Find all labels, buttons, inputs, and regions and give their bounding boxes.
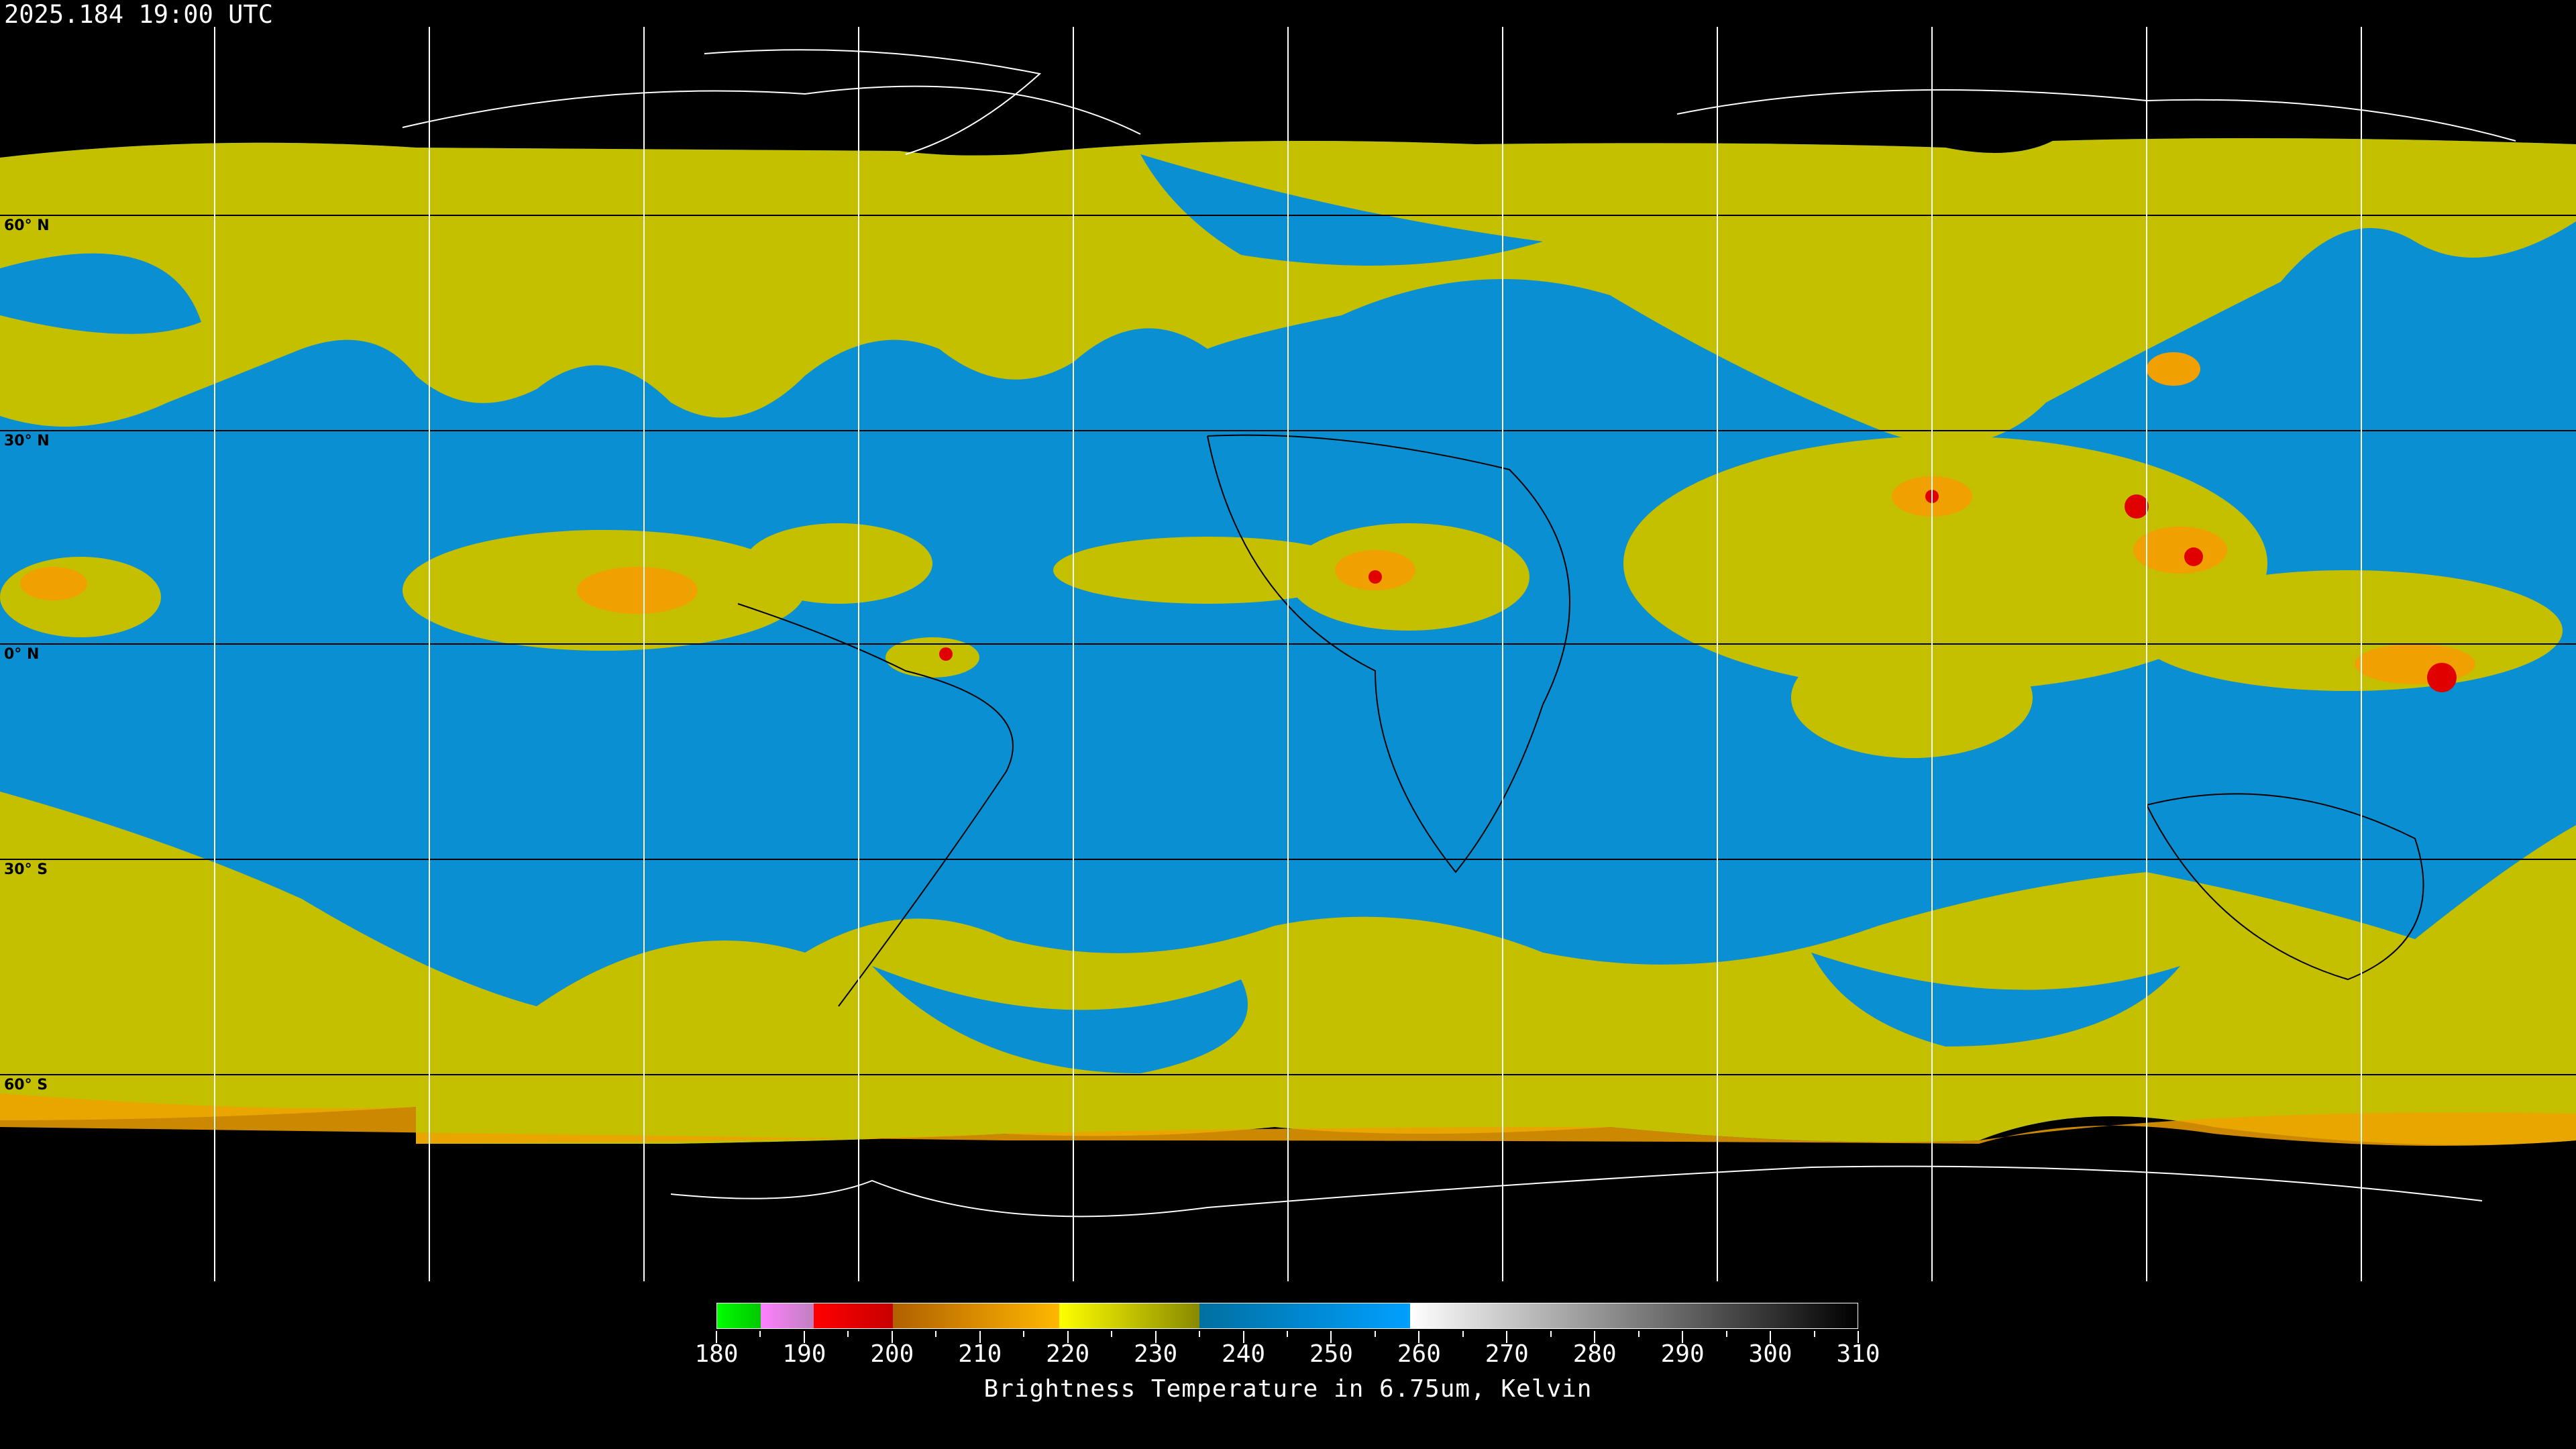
colorbar-tick: [1111, 1331, 1113, 1337]
deep-convection-cores: [939, 490, 2457, 692]
colorbar-tick: [1287, 1331, 1288, 1337]
colorbar-tick: [1242, 1331, 1244, 1343]
colorbar-tick-label: 220: [1046, 1340, 1090, 1368]
meridians: [214, 27, 2362, 1281]
colorbar-tick-label: 210: [958, 1340, 1002, 1368]
lat-label-60s: 60° S: [4, 1077, 48, 1093]
colorbar-tick-label: 200: [870, 1340, 914, 1368]
colorbar-tick: [716, 1331, 717, 1343]
dry-slot-south-2: [1811, 953, 2180, 1046]
colorbar-tick-label: 270: [1485, 1340, 1529, 1368]
dry-slot-south: [872, 966, 1248, 1073]
water-vapor-map: [0, 27, 2576, 1281]
colorbar-tick: [1638, 1331, 1640, 1337]
colorbar-tick: [803, 1331, 805, 1343]
colorbar-tick: [1594, 1331, 1596, 1343]
colorbar-tick: [891, 1331, 893, 1343]
colorbar-segment: [761, 1303, 814, 1328]
colorbar-tick: [1813, 1331, 1815, 1337]
colorbar-segment: [1410, 1303, 1858, 1328]
colorbar-tick-label: 180: [694, 1340, 739, 1368]
colorbar-tick-label: 260: [1397, 1340, 1441, 1368]
colorbar-tick: [1462, 1331, 1464, 1337]
colorbar-tick: [1418, 1331, 1420, 1343]
colorbar-tick: [935, 1331, 937, 1337]
colorbar-tick-label: 230: [1134, 1340, 1178, 1368]
colorbar-tick-label: 280: [1572, 1340, 1617, 1368]
colorbar-tick-label: 190: [782, 1340, 826, 1368]
colorbar-tick: [1155, 1331, 1157, 1343]
colorbar-tick: [759, 1331, 761, 1337]
colorbar-tick: [1330, 1331, 1332, 1343]
colorbar-tick-label: 310: [1836, 1340, 1880, 1368]
colorbar-tick: [1725, 1331, 1727, 1337]
colorbar-tick-label: 300: [1748, 1340, 1792, 1368]
cold-cloud-tops: [20, 352, 2475, 684]
coastlines: [402, 49, 2516, 1218]
colorbar-segment: [813, 1303, 893, 1328]
colorbar-label: Brightness Temperature in 6.75um, Kelvin: [983, 1375, 1593, 1403]
high-moisture-north-channel: [1140, 154, 1543, 266]
lat-label-60n: 60° N: [4, 217, 50, 234]
colorbar-segment: [1059, 1303, 1200, 1328]
timestamp: 2025.184 19:00 UTC: [4, 0, 273, 29]
land-boundaries: [737, 434, 2424, 1007]
high-moisture-north-swirl: [0, 253, 201, 334]
colorbar-tick: [1770, 1331, 1772, 1343]
colorbar-segment: [892, 1303, 1059, 1328]
colorbar-tick: [1199, 1331, 1201, 1337]
colorbar-tick: [979, 1331, 981, 1343]
colorbar-tick: [1858, 1331, 1859, 1343]
colorbar-segment: [717, 1303, 761, 1328]
colorbar-tick: [1682, 1331, 1684, 1343]
colorbar-tick: [847, 1331, 849, 1337]
colorbar-tick: [1023, 1331, 1025, 1337]
colorbar-tick-label: 290: [1660, 1340, 1705, 1368]
colorbar-tick: [1067, 1331, 1069, 1343]
colorbar-tick: [1550, 1331, 1552, 1337]
colorbar-tick-label: 240: [1222, 1340, 1266, 1368]
colorbar-tick: [1374, 1331, 1376, 1337]
lat-label-0: 0° N: [4, 646, 40, 663]
colorbar-segment: [1199, 1303, 1411, 1328]
colorbar-tick: [1506, 1331, 1508, 1343]
lat-label-30n: 30° N: [4, 433, 50, 449]
colorbar: [716, 1303, 1858, 1329]
lat-label-30s: 30° S: [4, 861, 48, 878]
colorbar-tick-label: 250: [1309, 1340, 1353, 1368]
